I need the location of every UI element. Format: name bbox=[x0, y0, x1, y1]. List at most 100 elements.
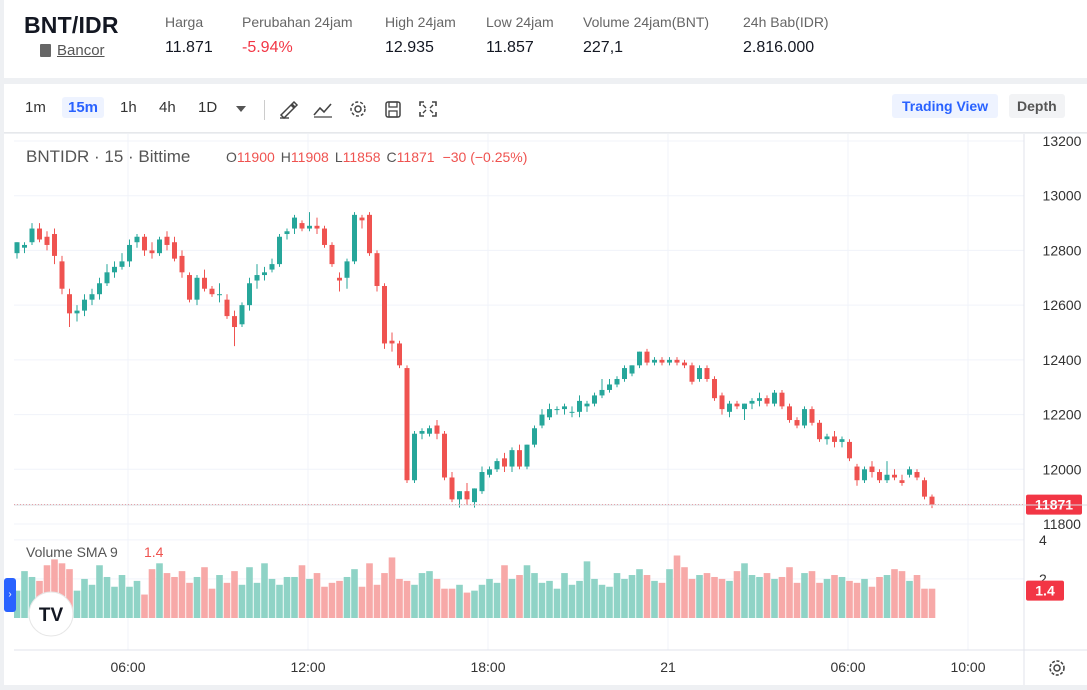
candle-body bbox=[674, 359, 680, 363]
volume-bar bbox=[261, 563, 268, 618]
time-tick-label: 12:00 bbox=[290, 659, 325, 675]
gear-icon[interactable] bbox=[1049, 660, 1065, 676]
legend-symbol: BNTIDR · 15 · Bittime bbox=[26, 147, 190, 166]
volume-bar bbox=[846, 580, 853, 618]
expand-toolbar-button[interactable]: › bbox=[4, 578, 16, 612]
volume-bar bbox=[553, 588, 561, 618]
candle-body bbox=[892, 474, 897, 478]
volume-bar bbox=[913, 575, 921, 618]
volume-bar bbox=[928, 588, 936, 618]
candle-body bbox=[914, 472, 920, 478]
volume-bar bbox=[118, 575, 126, 618]
volume-bar bbox=[321, 586, 328, 618]
indicator-icon[interactable] bbox=[312, 99, 334, 119]
candle-body bbox=[787, 406, 792, 421]
candle-body bbox=[299, 223, 305, 229]
brush-icon[interactable] bbox=[277, 99, 299, 119]
price-tick-label: 12000 bbox=[1043, 461, 1082, 477]
candle-body bbox=[322, 228, 327, 245]
time-tick-label: 06:00 bbox=[110, 659, 145, 675]
volume-bar bbox=[208, 588, 216, 618]
trading-view-button[interactable]: Trading View bbox=[892, 94, 999, 118]
tv-logo[interactable]: TV bbox=[28, 591, 74, 637]
volume-bar bbox=[493, 582, 501, 618]
candle-body bbox=[89, 294, 95, 300]
candle-body bbox=[232, 316, 237, 328]
candle-body bbox=[284, 231, 290, 235]
volume-bar bbox=[868, 586, 876, 618]
price-tick-label: 12600 bbox=[1043, 297, 1082, 313]
candle-body bbox=[217, 294, 222, 296]
volume-bar bbox=[823, 578, 831, 618]
candle-body bbox=[907, 469, 912, 475]
last-volume-tag bbox=[1026, 580, 1064, 601]
volume-bar bbox=[456, 584, 463, 618]
save-icon[interactable] bbox=[382, 99, 404, 119]
stat-value: 2.816.000 bbox=[743, 39, 815, 56]
coin-name[interactable]: Bancor bbox=[57, 42, 105, 59]
candle-body bbox=[547, 409, 552, 418]
volume-bar bbox=[58, 563, 66, 618]
candle-body bbox=[839, 439, 845, 442]
volume-bar bbox=[508, 578, 516, 618]
candle-body bbox=[877, 472, 882, 481]
legend-ohlc: O11900 H11908 L11858 C11871 −30 (−0.25%) bbox=[226, 149, 527, 165]
volume-bar bbox=[786, 567, 793, 618]
volume-bar bbox=[606, 586, 613, 618]
price-tick-label: 13200 bbox=[1043, 134, 1082, 149]
candle-body bbox=[862, 469, 867, 481]
volume-bar bbox=[298, 565, 306, 618]
volume-bar bbox=[501, 565, 508, 618]
coin-link[interactable]: Bancor bbox=[40, 42, 105, 59]
tf-4h[interactable]: 4h bbox=[159, 99, 176, 116]
volume-bar bbox=[223, 582, 231, 618]
volume-bar bbox=[343, 576, 351, 618]
stat-change: Perubahan 24jam -5.94% bbox=[242, 14, 353, 57]
candle-body bbox=[764, 398, 770, 404]
candle-body bbox=[712, 379, 717, 399]
candle-body bbox=[577, 400, 582, 412]
volume-bar bbox=[126, 586, 133, 618]
volume-bar bbox=[471, 590, 478, 618]
volume-legend-value: 1.4 bbox=[144, 544, 164, 560]
tf-1m[interactable]: 1m bbox=[25, 99, 46, 116]
candle-body bbox=[742, 403, 747, 410]
volume-bar bbox=[658, 582, 666, 618]
tf-15m[interactable]: 15m bbox=[62, 97, 105, 118]
volume-bar bbox=[201, 567, 208, 618]
chevron-down-icon[interactable] bbox=[236, 106, 246, 112]
fullscreen-icon[interactable] bbox=[417, 99, 439, 119]
chart-toolbar: 1m 15m 1h 4h 1D Trading View Depth bbox=[4, 84, 1087, 133]
depth-button[interactable]: Depth bbox=[1009, 94, 1065, 118]
volume-bar bbox=[148, 569, 156, 618]
candle-body bbox=[52, 234, 57, 256]
volume-bar bbox=[861, 578, 868, 618]
candle-body bbox=[524, 444, 530, 467]
settings-icon[interactable] bbox=[347, 99, 369, 119]
volume-bar bbox=[336, 580, 343, 618]
stat-value: -5.94% bbox=[242, 39, 293, 56]
candle-body bbox=[37, 228, 42, 240]
volume-bar bbox=[853, 582, 861, 618]
candle-body bbox=[734, 403, 740, 407]
volume-bar bbox=[516, 575, 523, 618]
tf-1d[interactable]: 1D bbox=[198, 99, 218, 116]
candle-body bbox=[929, 496, 935, 505]
volume-bar bbox=[411, 584, 418, 618]
candle-body bbox=[727, 403, 732, 412]
candle-body bbox=[659, 359, 665, 363]
volume-bar bbox=[186, 582, 193, 618]
tf-1h[interactable]: 1h bbox=[120, 99, 137, 116]
candlestick-chart[interactable]: 06:00 12:00 18:00 21 06:00 10:00 13200 13000 128… bbox=[13, 133, 1087, 685]
chart-area[interactable]: 06:00 12:00 18:00 21 06:00 10:00 13200 13000 128… bbox=[13, 133, 1087, 685]
legend-l-value: 11858 bbox=[343, 149, 381, 165]
candle-body bbox=[622, 368, 627, 380]
volume-bar bbox=[741, 563, 748, 618]
candle-body bbox=[29, 228, 35, 243]
time-tick-label: 21 bbox=[660, 659, 676, 675]
candle-body bbox=[142, 236, 147, 251]
candle-body bbox=[344, 261, 350, 278]
legend-h-value: 11908 bbox=[291, 149, 329, 165]
price-tick-label: 12800 bbox=[1043, 242, 1082, 258]
candle-body bbox=[749, 400, 755, 404]
